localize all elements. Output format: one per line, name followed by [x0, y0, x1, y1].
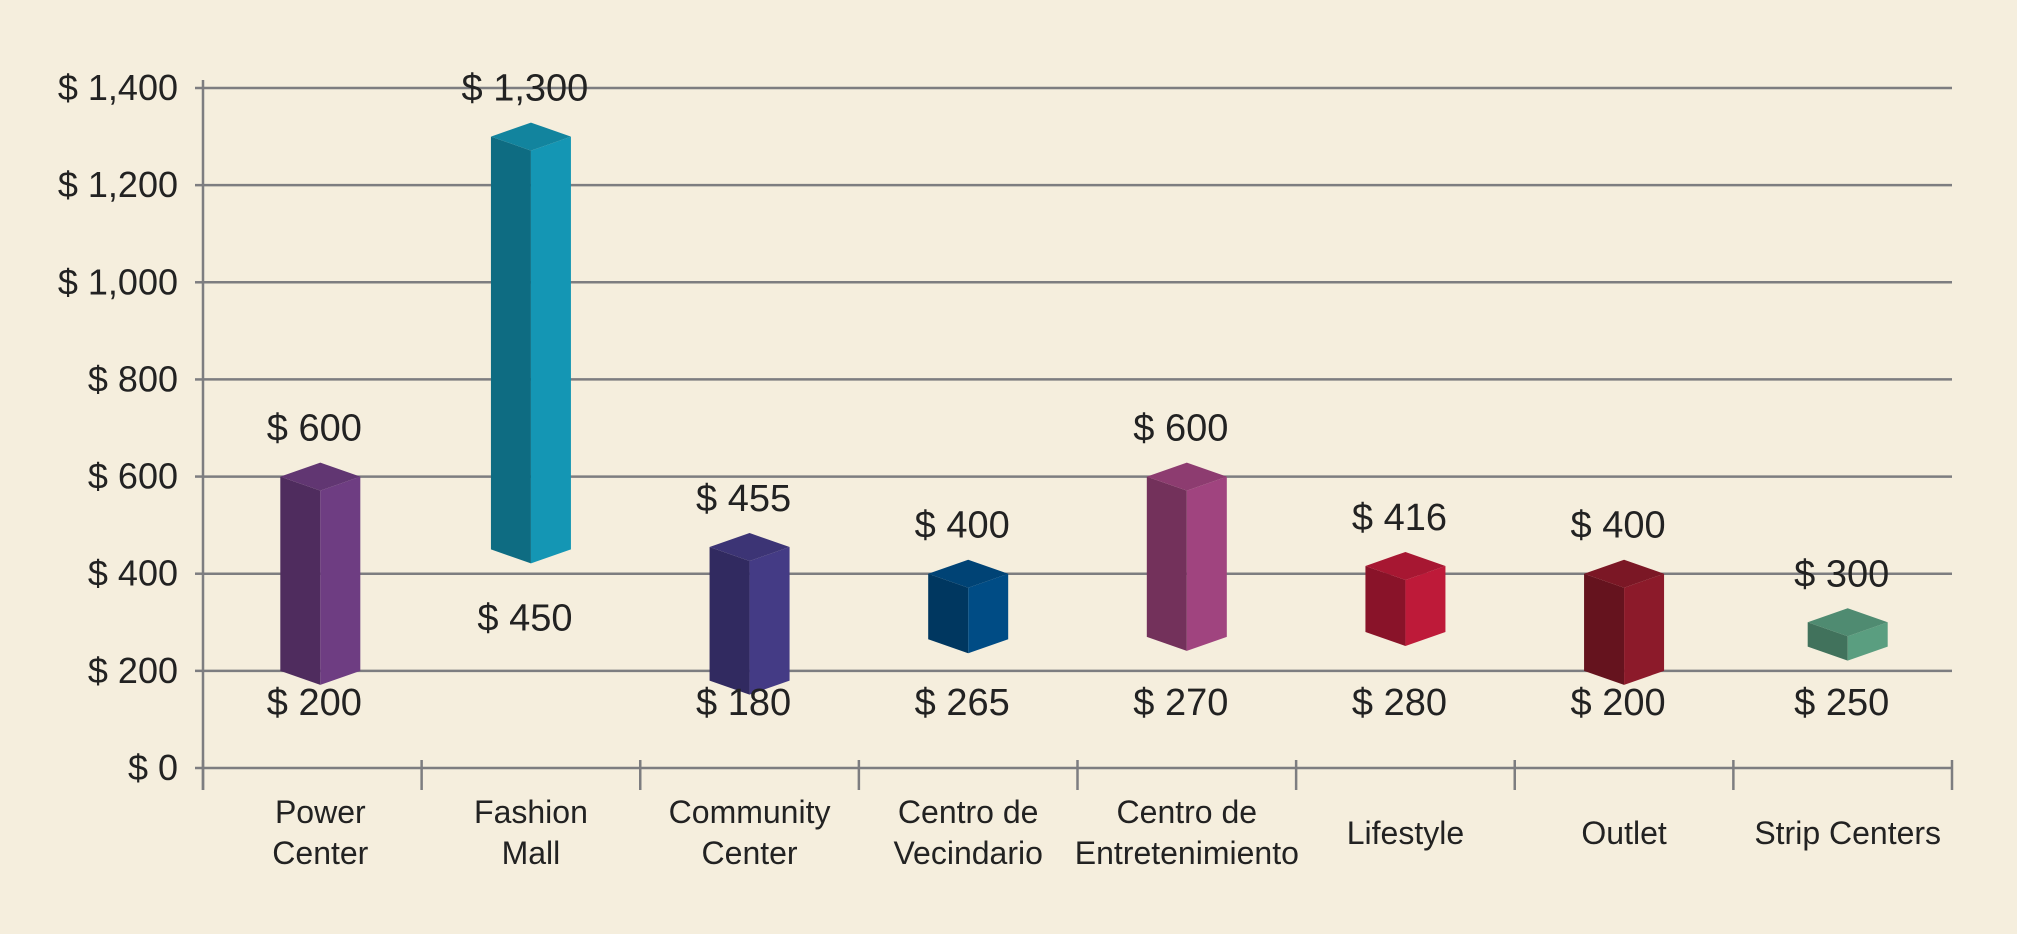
- bar-left-face: [709, 547, 750, 695]
- x-category-label: Centro de: [1117, 794, 1258, 830]
- x-category-label: Vecindario: [893, 835, 1042, 871]
- bar-top-face: [928, 559, 1009, 588]
- bar-left-face: [280, 476, 321, 685]
- bar-right-face: [1847, 622, 1888, 661]
- bar-top-face: [1365, 551, 1446, 580]
- data-label-high: $ 600: [267, 408, 362, 450]
- data-label-high: $ 455: [696, 478, 791, 520]
- x-axis: Power Center Fashion Mall Community Center Cen…: [201, 760, 1954, 871]
- x-category-label: Lifestyle: [1347, 815, 1464, 851]
- y-tick-label: $ 1,400: [58, 67, 178, 108]
- bar-right-face: [1186, 476, 1227, 651]
- y-axis: $ 0 $ 200 $ 400 $ 600 $ 800 $ 1,000 $ 1,200 $ 1…: [58, 67, 205, 790]
- y-tick-label: $ 0: [128, 747, 178, 788]
- x-category-label: Center: [272, 835, 368, 871]
- data-label-low: $ 280: [1352, 682, 1447, 724]
- y-tick-label: $ 600: [88, 456, 178, 497]
- bar-right-face: [320, 476, 361, 685]
- bar-top-face: [1584, 559, 1665, 588]
- bar-top-face: [280, 462, 361, 491]
- x-category-label: Outlet: [1581, 815, 1666, 851]
- bar-right-face: [1405, 565, 1446, 646]
- data-label-high: $ 600: [1133, 408, 1228, 450]
- data-label-low: $ 450: [477, 597, 572, 639]
- data-label-low: $ 250: [1794, 682, 1889, 724]
- gridlines: [203, 86, 1952, 770]
- bars: [280, 122, 1888, 695]
- bar-top-face: [490, 122, 571, 151]
- x-category-label: Power: [275, 794, 366, 830]
- data-label-high: $ 300: [1794, 553, 1889, 595]
- bar-right-face: [1624, 573, 1665, 685]
- bar-right-face: [749, 547, 790, 695]
- x-category-label: Entretenimiento: [1075, 835, 1299, 871]
- data-label-low: $ 265: [915, 682, 1010, 724]
- bar-left-face: [1146, 476, 1187, 651]
- bar-right-face: [968, 573, 1009, 654]
- data-label-high: $ 1,300: [462, 68, 589, 110]
- x-category-label: Community: [669, 794, 831, 830]
- x-category-label: Mall: [502, 835, 561, 871]
- x-category-label: Fashion: [474, 794, 588, 830]
- data-label-low: $ 200: [267, 682, 362, 724]
- data-label-high: $ 400: [1571, 505, 1666, 547]
- data-label-low: $ 200: [1571, 682, 1666, 724]
- y-tick-label: $ 800: [88, 358, 178, 399]
- bar-left-face: [1365, 565, 1406, 646]
- data-label-high: $ 416: [1352, 497, 1447, 539]
- data-labels: $ 600 $ 200 $ 1,300 $ 450 $ 455 $ 180 $ 400 $ 2…: [267, 68, 1889, 725]
- bar-left-face: [490, 136, 531, 564]
- bar-top-face: [709, 533, 790, 561]
- x-category-label: Centro de: [898, 794, 1039, 830]
- bar-top-face: [1146, 462, 1227, 491]
- x-category-label: Center: [702, 835, 798, 871]
- data-label-low: $ 180: [696, 682, 791, 724]
- y-tick-label: $ 400: [88, 553, 178, 594]
- y-tick-label: $ 1,200: [58, 164, 178, 205]
- y-tick-label: $ 200: [88, 650, 178, 691]
- bar-left-face: [928, 573, 969, 654]
- bar-left-face: [1807, 622, 1848, 661]
- bar-top-face: [1807, 608, 1888, 637]
- bar-left-face: [1584, 573, 1625, 685]
- data-label-low: $ 270: [1133, 682, 1228, 724]
- y-tick-label: $ 1,000: [58, 261, 178, 302]
- x-category-label: Strip Centers: [1754, 815, 1941, 851]
- bar-right-face: [530, 136, 571, 564]
- data-label-high: $ 400: [915, 505, 1010, 547]
